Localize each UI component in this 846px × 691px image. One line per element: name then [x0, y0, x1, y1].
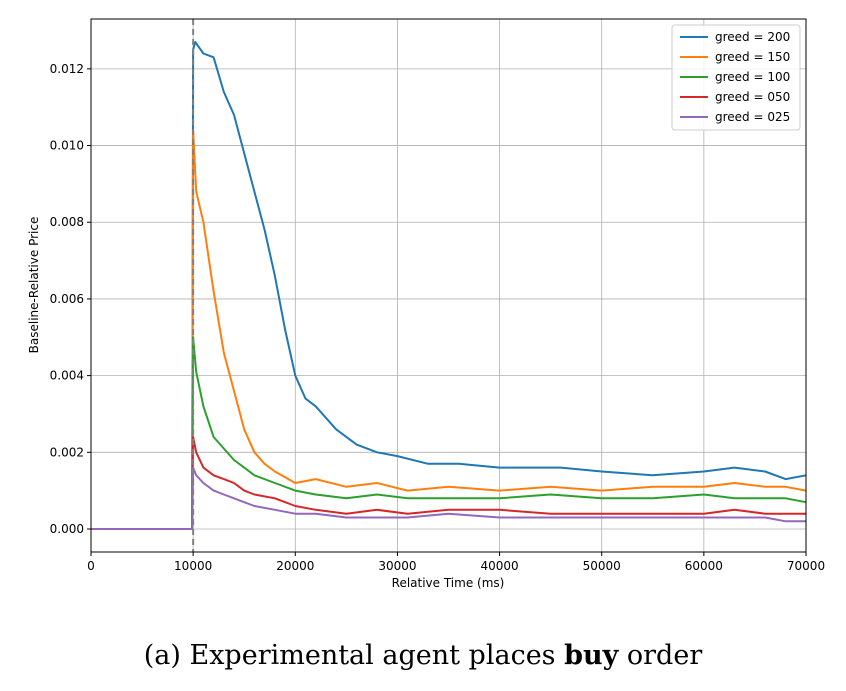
figure-caption: (a) Experimental agent places buy order [0, 640, 846, 671]
y-tick-label: 0.004 [50, 369, 84, 383]
legend-label: greed = 200 [715, 30, 790, 44]
x-tick-label: 70000 [787, 559, 825, 573]
series-line-0 [91, 41, 807, 530]
legend-label: greed = 150 [715, 50, 790, 64]
legend-label: greed = 025 [715, 110, 790, 124]
series-line-3 [91, 436, 806, 530]
y-tick-label: 0.006 [50, 292, 84, 306]
x-tick-label: 30000 [378, 559, 416, 573]
series-line-2 [91, 336, 807, 530]
x-tick-label: 40000 [480, 559, 518, 573]
line-chart: 0 10000 20000 30000 40000 50000 60000 70000 0.0… [27, 18, 825, 590]
series-line-1 [91, 129, 807, 530]
x-axis: 0 10000 20000 30000 40000 50000 60000 70000 [87, 552, 825, 573]
x-tick-label: 10000 [174, 559, 212, 573]
y-tick-label: 0.012 [50, 62, 84, 76]
y-tick-label: 0.002 [50, 445, 84, 459]
y-tick-label: 0.000 [50, 522, 84, 536]
y-axis: 0.000 0.002 0.004 0.006 0.008 0.010 0.012 [50, 62, 91, 536]
caption-bold: buy [564, 640, 619, 671]
plot-frame [90, 18, 807, 553]
legend-label: greed = 050 [715, 90, 790, 104]
x-tick-label: 60000 [685, 559, 723, 573]
series-line-4 [91, 466, 806, 530]
legend-box [671, 24, 801, 131]
x-tick-label: 50000 [583, 559, 621, 573]
y-axis-label: Baseline-Relative Price [27, 217, 41, 354]
legend: greed = 200 greed = 150 greed = 100 greed =… [671, 24, 801, 131]
caption-suffix: order [618, 640, 703, 671]
y-tick-label: 0.010 [50, 139, 84, 153]
y-tick-label: 0.008 [50, 215, 84, 229]
x-tick-label: 0 [87, 559, 95, 573]
x-axis-label: Relative Time (ms) [392, 576, 505, 590]
series-layer [91, 41, 807, 530]
caption-prefix: (a) Experimental agent places [143, 640, 565, 671]
x-tick-label: 20000 [276, 559, 314, 573]
legend-label: greed = 100 [715, 70, 790, 84]
